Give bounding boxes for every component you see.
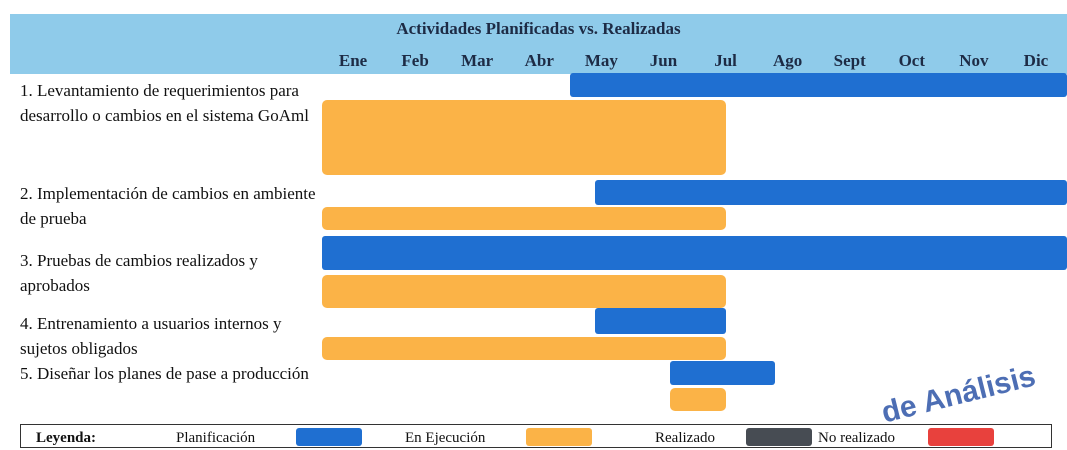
month-label: Abr	[524, 51, 554, 70]
executed-bar	[322, 100, 726, 175]
chart-title: Actividades Planificadas vs. Realizadas	[396, 19, 681, 38]
month-label: Sept	[833, 51, 866, 70]
planned-bar	[595, 180, 1067, 205]
task-label: 3. Pruebas de cambios realizados y aprob…	[20, 251, 258, 295]
executed-bar	[669, 388, 726, 411]
planned-bar	[595, 308, 726, 334]
month-label: May	[584, 51, 618, 70]
executed-bar	[322, 275, 726, 308]
legend-title: Leyenda:	[36, 430, 96, 446]
task-label: 2. Implementación de cambios en ambiente…	[20, 184, 316, 228]
legend-swatch	[296, 428, 362, 446]
legend-label: En Ejecución	[405, 430, 486, 446]
month-label: Nov	[959, 51, 989, 70]
stamp: de Análisis	[878, 359, 1039, 430]
month-label: Feb	[401, 51, 429, 70]
task-label: 4. Entrenamiento a usuarios internos y s…	[20, 314, 282, 358]
month-label: Ago	[772, 51, 803, 70]
month-label: Jul	[714, 51, 737, 70]
legend-swatch	[746, 428, 812, 446]
month-label: Mar	[461, 51, 494, 70]
task-label: 5. Diseñar los planes de pase a producci…	[20, 364, 309, 383]
month-label: Oct	[898, 51, 925, 70]
legend-label: Realizado	[655, 430, 715, 446]
executed-bar	[322, 207, 726, 230]
planned-bar	[570, 73, 1067, 97]
legend-swatch	[928, 428, 994, 446]
month-label: Ene	[338, 51, 368, 70]
legend-swatch	[526, 428, 592, 446]
legend-label: Planificación	[176, 430, 256, 446]
executed-bar	[322, 337, 726, 360]
legend-label: No realizado	[818, 430, 896, 446]
month-label: Jun	[649, 51, 678, 70]
month-label: Dic	[1023, 51, 1049, 70]
planned-bar	[322, 236, 1067, 270]
task-label: 1. Levantamiento de requerimientos para …	[20, 81, 309, 125]
legend-box	[20, 424, 1052, 448]
planned-bar	[669, 361, 776, 385]
header-band	[10, 14, 1067, 74]
